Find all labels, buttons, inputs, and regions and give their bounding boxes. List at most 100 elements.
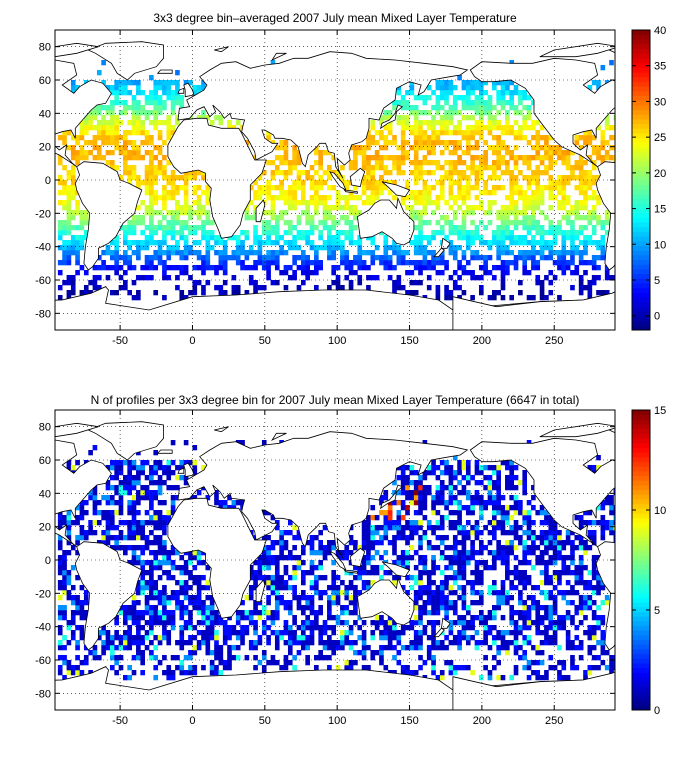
bin-cell — [66, 570, 72, 576]
bin-cell — [109, 265, 115, 271]
bin-cell — [565, 160, 571, 166]
bin-cell — [188, 80, 193, 86]
bin-cell — [88, 520, 93, 526]
bin-cell — [88, 120, 93, 126]
bin-cell — [405, 535, 410, 541]
bin-cell — [188, 230, 193, 236]
bin-cell — [439, 90, 445, 96]
bin-cell — [513, 105, 519, 111]
bin-cell — [452, 130, 458, 136]
bin-cell — [387, 625, 393, 631]
bin-cell — [400, 285, 406, 291]
bin-cell — [196, 580, 202, 586]
bin-cell — [144, 245, 150, 251]
bin-cell — [431, 555, 436, 561]
bin-cell — [166, 595, 172, 601]
bin-cell — [201, 485, 206, 491]
bin-cell — [405, 645, 410, 651]
bin-cell — [492, 160, 497, 166]
bin-cell — [474, 480, 480, 486]
bin-cell — [170, 610, 176, 616]
bin-cell — [448, 185, 454, 191]
bin-cell — [353, 195, 358, 201]
bin-cell — [75, 235, 80, 241]
bin-cell — [496, 250, 501, 256]
bin-cell — [57, 655, 63, 661]
bin-cell — [557, 675, 562, 681]
bin-cell — [218, 260, 224, 266]
bin-cell — [214, 670, 219, 676]
bin-cell — [574, 185, 580, 191]
bin-cell — [565, 220, 571, 226]
bin-cell — [136, 275, 141, 281]
bin-cell — [166, 600, 172, 606]
bin-cell — [114, 85, 119, 91]
bin-cell — [370, 630, 376, 636]
bin-cell — [235, 235, 241, 241]
bin-cell — [400, 200, 406, 206]
bin-cell — [175, 565, 180, 571]
bin-cell — [188, 600, 193, 606]
bin-cell — [387, 520, 393, 526]
bin-cell — [470, 540, 475, 546]
bin-cell — [283, 200, 289, 206]
bin-cell — [383, 490, 389, 496]
bin-cell — [478, 220, 484, 226]
bin-cell — [327, 240, 332, 246]
bin-cell — [136, 520, 141, 526]
bin-cell — [552, 620, 558, 626]
bin-cell — [361, 185, 367, 191]
bin-cell — [526, 180, 532, 186]
bin-cell — [422, 195, 428, 201]
bin-cell — [62, 610, 67, 616]
bin-cell — [292, 235, 297, 241]
bin-cell — [387, 540, 393, 546]
bin-cell — [392, 180, 397, 186]
bin-cell — [418, 140, 423, 146]
bin-cell — [596, 455, 601, 461]
bin-cell — [413, 140, 419, 146]
bin-cell — [383, 135, 389, 141]
bin-cell — [578, 160, 584, 166]
bin-cell — [557, 250, 562, 256]
bin-cell — [340, 240, 345, 246]
bin-cell — [192, 645, 198, 651]
bin-cell — [149, 615, 154, 621]
bin-cell — [509, 580, 515, 586]
bin-cell — [478, 115, 484, 121]
bin-cell — [444, 660, 449, 666]
bin-cell — [587, 635, 593, 641]
bin-cell — [183, 570, 189, 576]
bin-cell — [105, 645, 111, 651]
bin-cell — [179, 265, 185, 271]
bin-cell — [144, 570, 150, 576]
bin-cell — [318, 220, 323, 226]
bin-cell — [600, 290, 606, 296]
bin-cell — [418, 210, 423, 216]
bin-cell — [322, 550, 328, 556]
bin-cell — [448, 620, 454, 626]
bin-cell — [531, 180, 536, 186]
bin-cell — [348, 270, 354, 276]
bin-cell — [483, 140, 488, 146]
bin-cell — [557, 205, 562, 211]
bin-cell — [127, 470, 132, 476]
bin-cell — [309, 200, 315, 206]
bin-cell — [136, 545, 141, 551]
bin-cell — [544, 255, 549, 261]
continent-19 — [214, 46, 229, 53]
bin-cell — [114, 655, 119, 661]
bin-cell — [327, 215, 332, 221]
bin-cell — [513, 555, 519, 561]
bin-cell — [292, 590, 297, 596]
bin-cell — [487, 240, 493, 246]
bin-cell — [105, 465, 111, 471]
y-tick-label: 0 — [45, 175, 51, 187]
bin-cell — [444, 595, 449, 601]
bin-cell — [366, 530, 371, 536]
bin-cell — [96, 145, 102, 151]
bin-cell — [331, 630, 337, 636]
bin-cell — [379, 615, 384, 621]
colorbar-step — [632, 58, 650, 64]
bin-cell — [544, 140, 549, 146]
